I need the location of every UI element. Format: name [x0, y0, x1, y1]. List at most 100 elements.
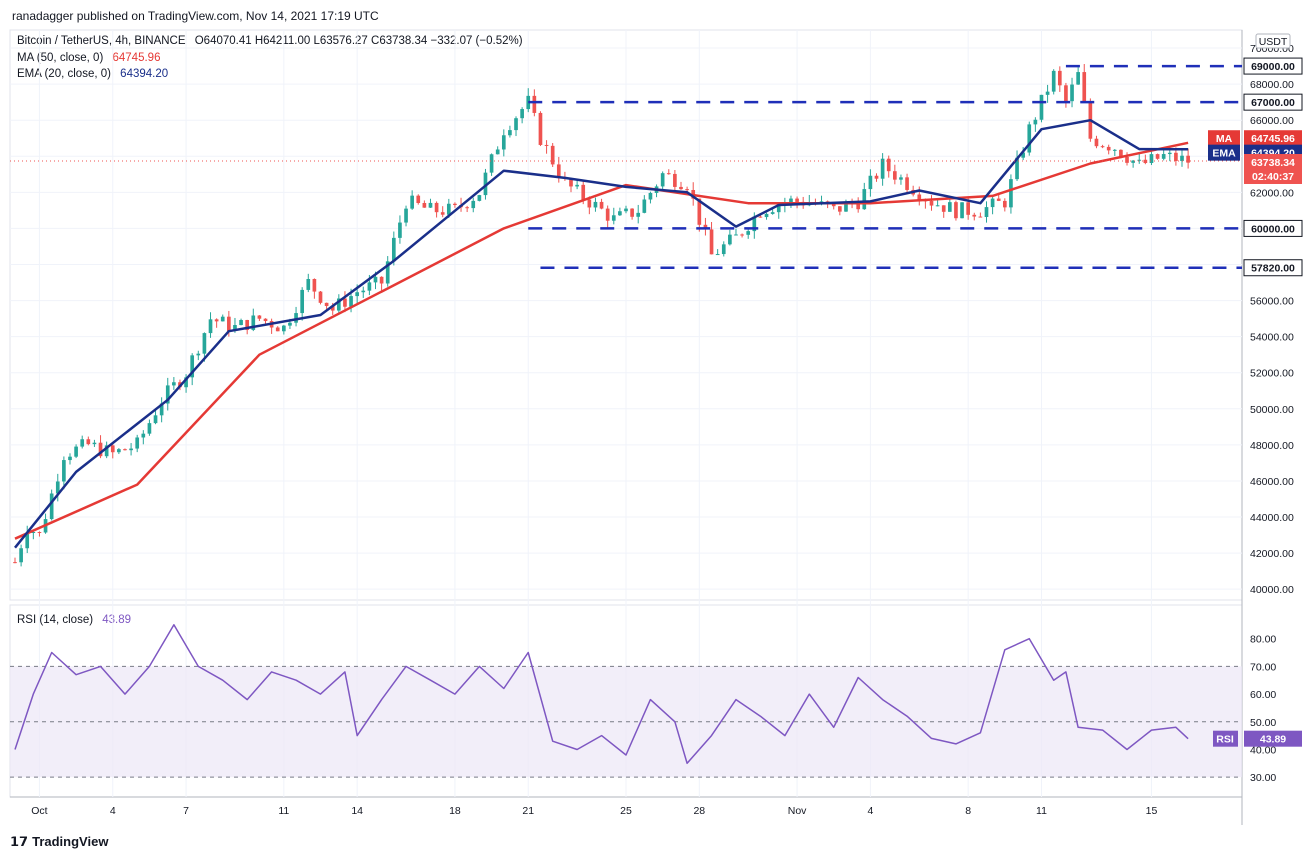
candle-body	[37, 532, 42, 534]
candle-body	[1149, 154, 1154, 164]
currency-tag: USDT	[1259, 36, 1288, 48]
candle-body	[532, 95, 537, 113]
time-tick-label: Oct	[31, 805, 47, 817]
candle-body	[440, 212, 445, 215]
candle-body	[660, 173, 665, 187]
candle-body	[49, 493, 54, 520]
candle-body	[398, 222, 402, 238]
candle-body	[715, 254, 720, 256]
candle-body	[1033, 119, 1038, 125]
candle-body	[25, 532, 30, 549]
candle-body	[569, 178, 573, 187]
candle-body	[550, 145, 555, 165]
candle-body	[929, 200, 934, 206]
candle-body	[184, 377, 188, 388]
price-tick-label: 44000.00	[1250, 512, 1294, 524]
candle-body	[1094, 138, 1099, 147]
candle-body	[123, 449, 127, 451]
rsi-tag-box	[1244, 730, 1302, 747]
candle-body	[410, 195, 414, 209]
level-label: 60000.00	[1251, 223, 1295, 235]
symbol-legend: Bitcoin / TetherUS, 4h, BINANCE O64070.4…	[17, 35, 523, 47]
series-tag-value: 64745.96	[1251, 133, 1295, 145]
candle-body	[1082, 72, 1087, 102]
candle-body	[599, 201, 604, 209]
candle-body	[92, 442, 97, 445]
candle-body	[263, 318, 268, 322]
level-label-box	[1243, 219, 1303, 237]
price-tick-label: 40000.00	[1250, 584, 1294, 596]
candle-body	[893, 171, 897, 180]
candle-body	[233, 325, 237, 331]
candle-body	[1021, 152, 1025, 158]
candle-body	[831, 204, 836, 207]
series-tag-name-box	[1208, 130, 1240, 147]
candle-body	[990, 198, 995, 208]
price-tick-label: 42000.00	[1250, 548, 1294, 560]
candle-body	[355, 292, 359, 297]
candle-body	[202, 333, 207, 354]
candle-body	[685, 189, 689, 191]
candle-body	[1167, 152, 1172, 155]
candle-body	[214, 319, 219, 322]
time-tick-label: 4	[110, 805, 116, 817]
candle-body	[618, 211, 622, 216]
candle-body	[404, 208, 408, 223]
candle-body	[31, 532, 36, 534]
candle-body	[416, 195, 421, 203]
candle-countdown: 02:40:37	[1252, 171, 1294, 183]
time-tick-label: 18	[449, 805, 461, 817]
last-price-value: 63738.34	[1251, 157, 1295, 169]
ema20-line	[14, 118, 1189, 549]
candle-body	[770, 212, 775, 214]
candle-body	[367, 282, 372, 291]
candle-body	[630, 208, 634, 217]
candle-body	[1125, 157, 1129, 163]
candle-body	[196, 353, 201, 356]
tradingview-logo-icon: 𝟭𝟳	[10, 834, 29, 849]
candle-body	[68, 456, 72, 461]
candle-body	[789, 198, 793, 203]
candle-body	[349, 296, 353, 307]
publisher-line: ranadagger published on TradingView.com,…	[12, 9, 379, 23]
candle-body	[495, 149, 500, 155]
candle-body	[1051, 70, 1056, 92]
candle-body	[117, 449, 121, 453]
candle-body	[740, 234, 744, 236]
candle-body	[501, 135, 506, 150]
candle-body	[300, 289, 305, 314]
candle-body	[1057, 70, 1062, 86]
time-tick-label: 7	[183, 805, 189, 817]
time-tick-label: 14	[351, 805, 363, 817]
candle-body	[758, 216, 763, 218]
candle-body	[679, 186, 683, 190]
ma50-line	[14, 141, 1189, 540]
candle-body	[593, 201, 598, 208]
price-tick-label: 56000.00	[1250, 296, 1294, 308]
candle-body	[728, 234, 732, 245]
candle-body	[581, 184, 586, 200]
candle-body	[709, 229, 714, 255]
rsi-tag-name: RSI	[1216, 734, 1234, 746]
candle-body	[1015, 157, 1019, 180]
candle-body	[648, 192, 653, 200]
candle-body	[795, 198, 799, 202]
candle-body	[1106, 146, 1111, 151]
candle-body	[721, 244, 726, 255]
candle-body	[172, 382, 176, 386]
candle-body	[19, 548, 23, 563]
candle-body	[153, 415, 158, 424]
candle-body	[868, 175, 873, 190]
rsi-tick-label: 60.00	[1250, 689, 1276, 701]
price-tick-label: 46000.00	[1250, 476, 1294, 488]
candle-body	[1009, 179, 1013, 208]
price-tick-label: 50000.00	[1250, 404, 1294, 416]
candle-body	[697, 198, 702, 225]
candle-body	[611, 215, 616, 221]
candle-body	[1045, 91, 1050, 95]
tradingview-footer: 𝟭𝟳 TradingView	[10, 834, 109, 849]
candle-body	[673, 173, 677, 187]
candle-body	[251, 315, 256, 330]
symbol-name: Bitcoin / TetherUS, 4h, BINANCE	[17, 35, 186, 47]
